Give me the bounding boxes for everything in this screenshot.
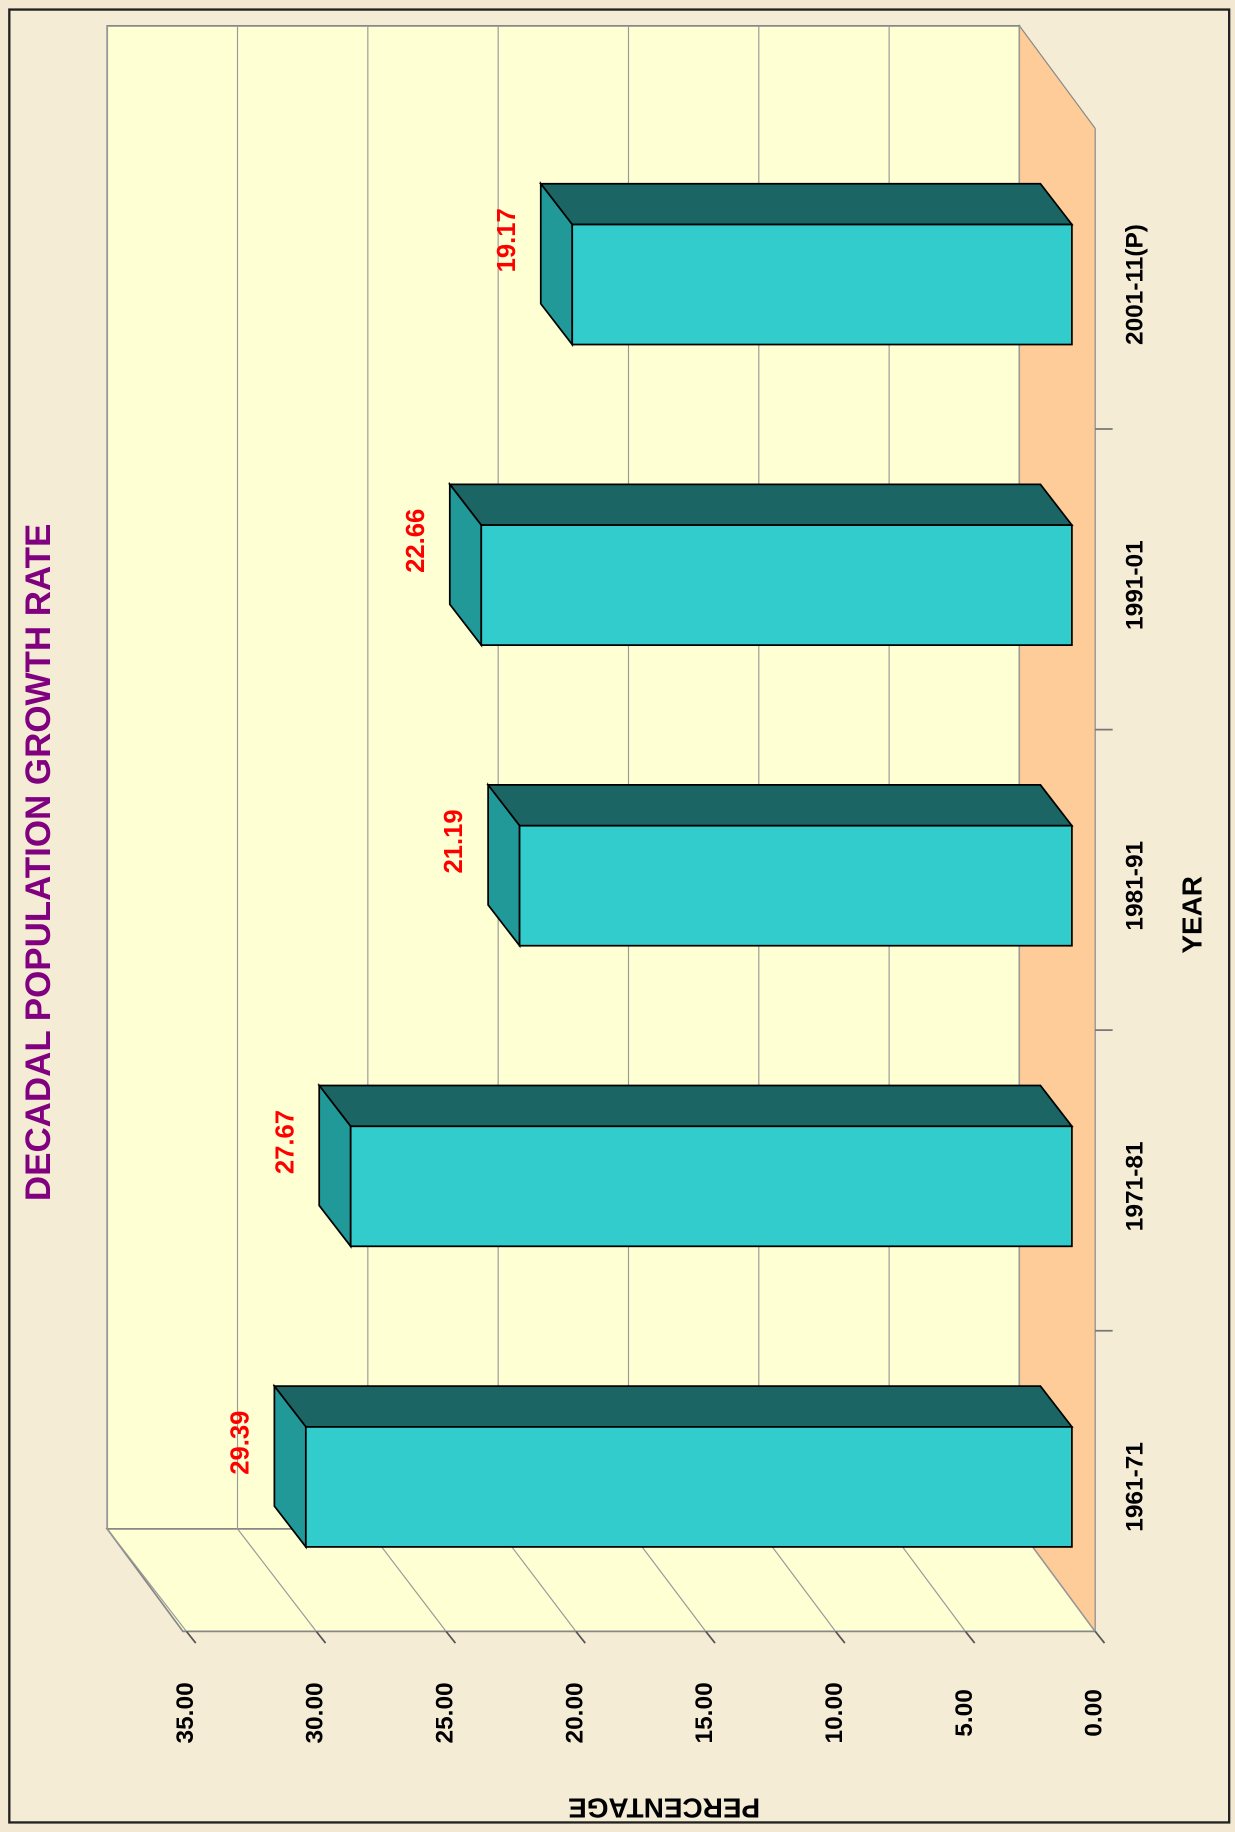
data-label: 29.39 [227,1411,255,1475]
bar-top-face [272,1385,1074,1428]
tick-mark [445,1630,457,1644]
x-tick-label: 1961-71 [1121,1442,1148,1532]
y-tick-label: 25.00 [432,1682,459,1743]
tick-mark [1094,1630,1106,1644]
chart-title: DECADAL POPULATION GROWTH RATE [19,524,58,1201]
bar [448,481,1074,648]
plot: 0.00 5.00 10.00 15.00 20.00 25.00 30.00 35.00 29… [106,25,1148,1744]
bar-front-face [518,824,1073,947]
grid-line [237,1528,317,1632]
x-tick-label: 1971-81 [1121,1141,1148,1231]
data-label: 22.66 [402,509,430,573]
x-tick-label: 2001-11(P) [1121,224,1148,345]
bar-front-face [571,223,1073,346]
x-axis-title: YEAR [1177,876,1208,954]
bar-front-face [480,524,1073,646]
bar [538,181,1074,348]
tick-mark [834,1630,846,1644]
bar-front-face [304,1426,1073,1548]
tick-mark [705,1630,716,1644]
bar-top-face [538,182,1074,226]
bar [317,1082,1074,1249]
tick-mark [964,1630,976,1644]
y-tick-label: 35.00 [172,1682,199,1743]
bar-front-face [349,1125,1073,1248]
bar [272,1383,1074,1550]
data-label: 27.67 [271,1110,299,1174]
y-tick-label: 5.00 [951,1689,978,1737]
bar-top-face [317,1084,1074,1128]
x-tick-label: 1991-01 [1121,540,1148,630]
bar-top-face [448,483,1074,526]
data-label: 19.17 [493,208,521,272]
y-tick-label: 0.00 [1081,1689,1108,1737]
grid-line [106,1528,187,1632]
tick-mark [315,1630,327,1644]
bar-top-face [486,784,1074,827]
y-tick-label: 20.00 [561,1682,588,1743]
tick-mark [185,1630,197,1644]
y-tick-label: 15.00 [691,1682,718,1743]
y-tick-label: 10.00 [821,1682,848,1743]
bar [486,782,1074,949]
x-tick-label: 1981-91 [1121,841,1148,931]
data-label: 21.19 [440,809,468,873]
y-axis-title: PERCENTAGE [568,1793,760,1824]
y-tick-label: 30.00 [302,1682,329,1743]
tick-mark [575,1630,586,1644]
